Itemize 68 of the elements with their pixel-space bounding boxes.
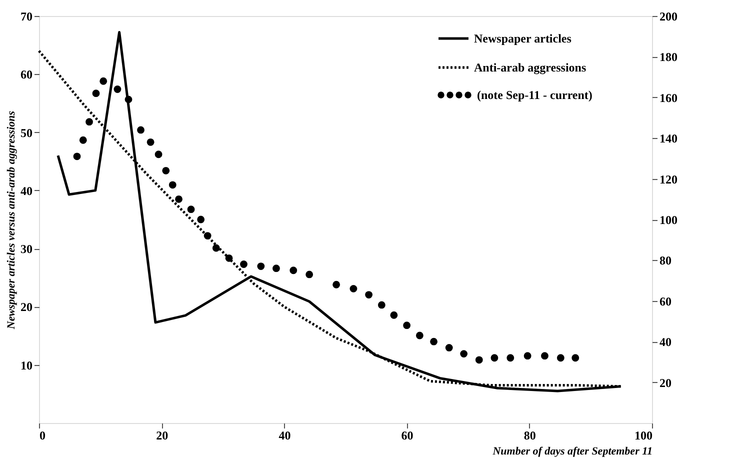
y-axis-title: Newspaper articles versus anti-arab aggressions — [6, 110, 18, 330]
legend-label: Newspaper articles — [474, 32, 572, 46]
y-tick-label: 30 — [20, 242, 32, 256]
x-axis-title: Number of days after September 11 — [492, 446, 652, 458]
point — [350, 284, 358, 292]
point — [187, 206, 195, 214]
point — [92, 90, 100, 98]
point — [332, 280, 340, 288]
point — [490, 354, 498, 362]
y2-tick-label: 160 — [660, 90, 678, 105]
point — [506, 354, 514, 362]
point — [114, 86, 122, 93]
point — [541, 352, 548, 360]
x-tick-label: 0 — [40, 428, 46, 442]
y2-tick-label: 20 — [660, 376, 672, 390]
y2-tick-label: 60 — [660, 294, 672, 308]
point — [556, 354, 564, 362]
point — [79, 136, 87, 144]
x-tick-label: 40 — [278, 428, 291, 442]
x-tick-label: 60 — [401, 428, 414, 442]
legend-label: Anti-arab aggressions — [474, 60, 586, 74]
point — [240, 260, 248, 268]
x-tick-label: 100 — [634, 428, 652, 442]
point — [204, 232, 212, 240]
point — [162, 166, 170, 174]
point — [524, 352, 532, 360]
point — [175, 195, 182, 203]
point — [430, 338, 438, 346]
point — [475, 356, 483, 364]
y-tick-label: 40 — [20, 184, 32, 198]
y2-tick-label: 180 — [660, 50, 678, 64]
y2-tick-label: 200 — [660, 10, 678, 24]
point — [146, 138, 154, 146]
point — [572, 354, 580, 362]
legend-label: (note Sep-11 - current) — [477, 88, 592, 102]
y-tick-label: 70 — [20, 10, 32, 24]
point — [290, 266, 298, 274]
point — [365, 291, 372, 298]
y2-tick-label: 100 — [660, 213, 678, 227]
point — [416, 332, 424, 340]
point — [137, 126, 144, 134]
point — [445, 344, 453, 352]
y-tick-label: 60 — [20, 68, 32, 82]
x-tick-label: 20 — [156, 428, 168, 442]
y2-tick-label: 80 — [660, 254, 672, 268]
point — [100, 77, 108, 85]
point — [403, 322, 411, 330]
point — [73, 152, 81, 160]
point — [257, 262, 265, 270]
y-tick-label: 10 — [20, 358, 32, 372]
point — [378, 301, 386, 309]
y-tick-label: 50 — [20, 126, 32, 140]
point — [168, 181, 176, 189]
x-tick-label: 80 — [524, 428, 536, 442]
y2-tick-label: 140 — [660, 132, 678, 146]
point — [124, 96, 132, 104]
point — [390, 311, 398, 319]
point — [86, 118, 93, 126]
point — [306, 270, 314, 278]
point — [197, 216, 205, 224]
y2-tick-label: 40 — [660, 335, 672, 350]
y-tick-label: 20 — [20, 300, 32, 314]
y2-tick-label: 120 — [660, 172, 678, 186]
point — [212, 244, 220, 252]
point — [225, 254, 233, 262]
point — [460, 350, 468, 358]
point — [272, 264, 280, 272]
point — [154, 150, 162, 158]
